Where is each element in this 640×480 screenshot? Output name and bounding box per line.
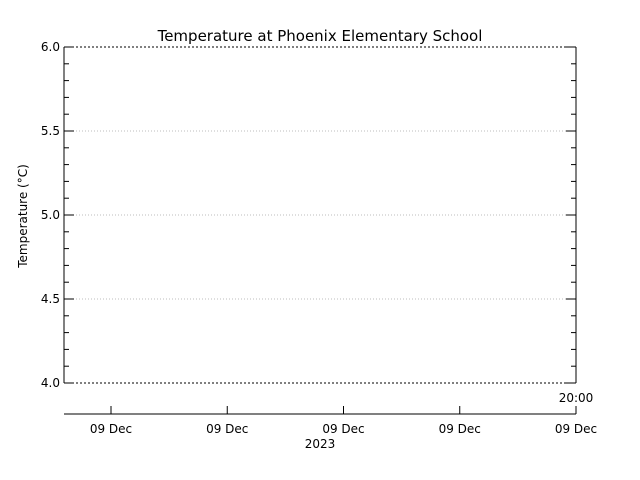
gridlines xyxy=(64,130,576,300)
y-axis-label: Temperature (°C) xyxy=(16,164,30,269)
x-year-label: 2023 xyxy=(305,437,336,451)
x-tick-label: 09 Dec xyxy=(90,422,132,436)
x-tick-label: 09 Dec xyxy=(555,422,597,436)
x-time-label: 20:00 xyxy=(559,391,594,405)
axes xyxy=(63,46,577,415)
y-tick-label: 4.0 xyxy=(41,376,60,390)
y-tick-label: 4.5 xyxy=(41,292,60,306)
chart-title: Temperature at Phoenix Elementary School xyxy=(157,27,483,45)
y-tick-label: 5.0 xyxy=(41,208,60,222)
y-tick-label: 6.0 xyxy=(41,40,60,54)
y-tick-labels: 4.0 4.5 5.0 5.5 6.0 xyxy=(41,40,60,390)
x-tick-labels: 09 Dec 09 Dec 09 Dec 09 Dec 09 Dec xyxy=(90,422,597,436)
x-tick-label: 09 Dec xyxy=(322,422,364,436)
y-tick-label: 5.5 xyxy=(41,124,60,138)
x-tick-label: 09 Dec xyxy=(206,422,248,436)
x-tick-label: 09 Dec xyxy=(439,422,481,436)
